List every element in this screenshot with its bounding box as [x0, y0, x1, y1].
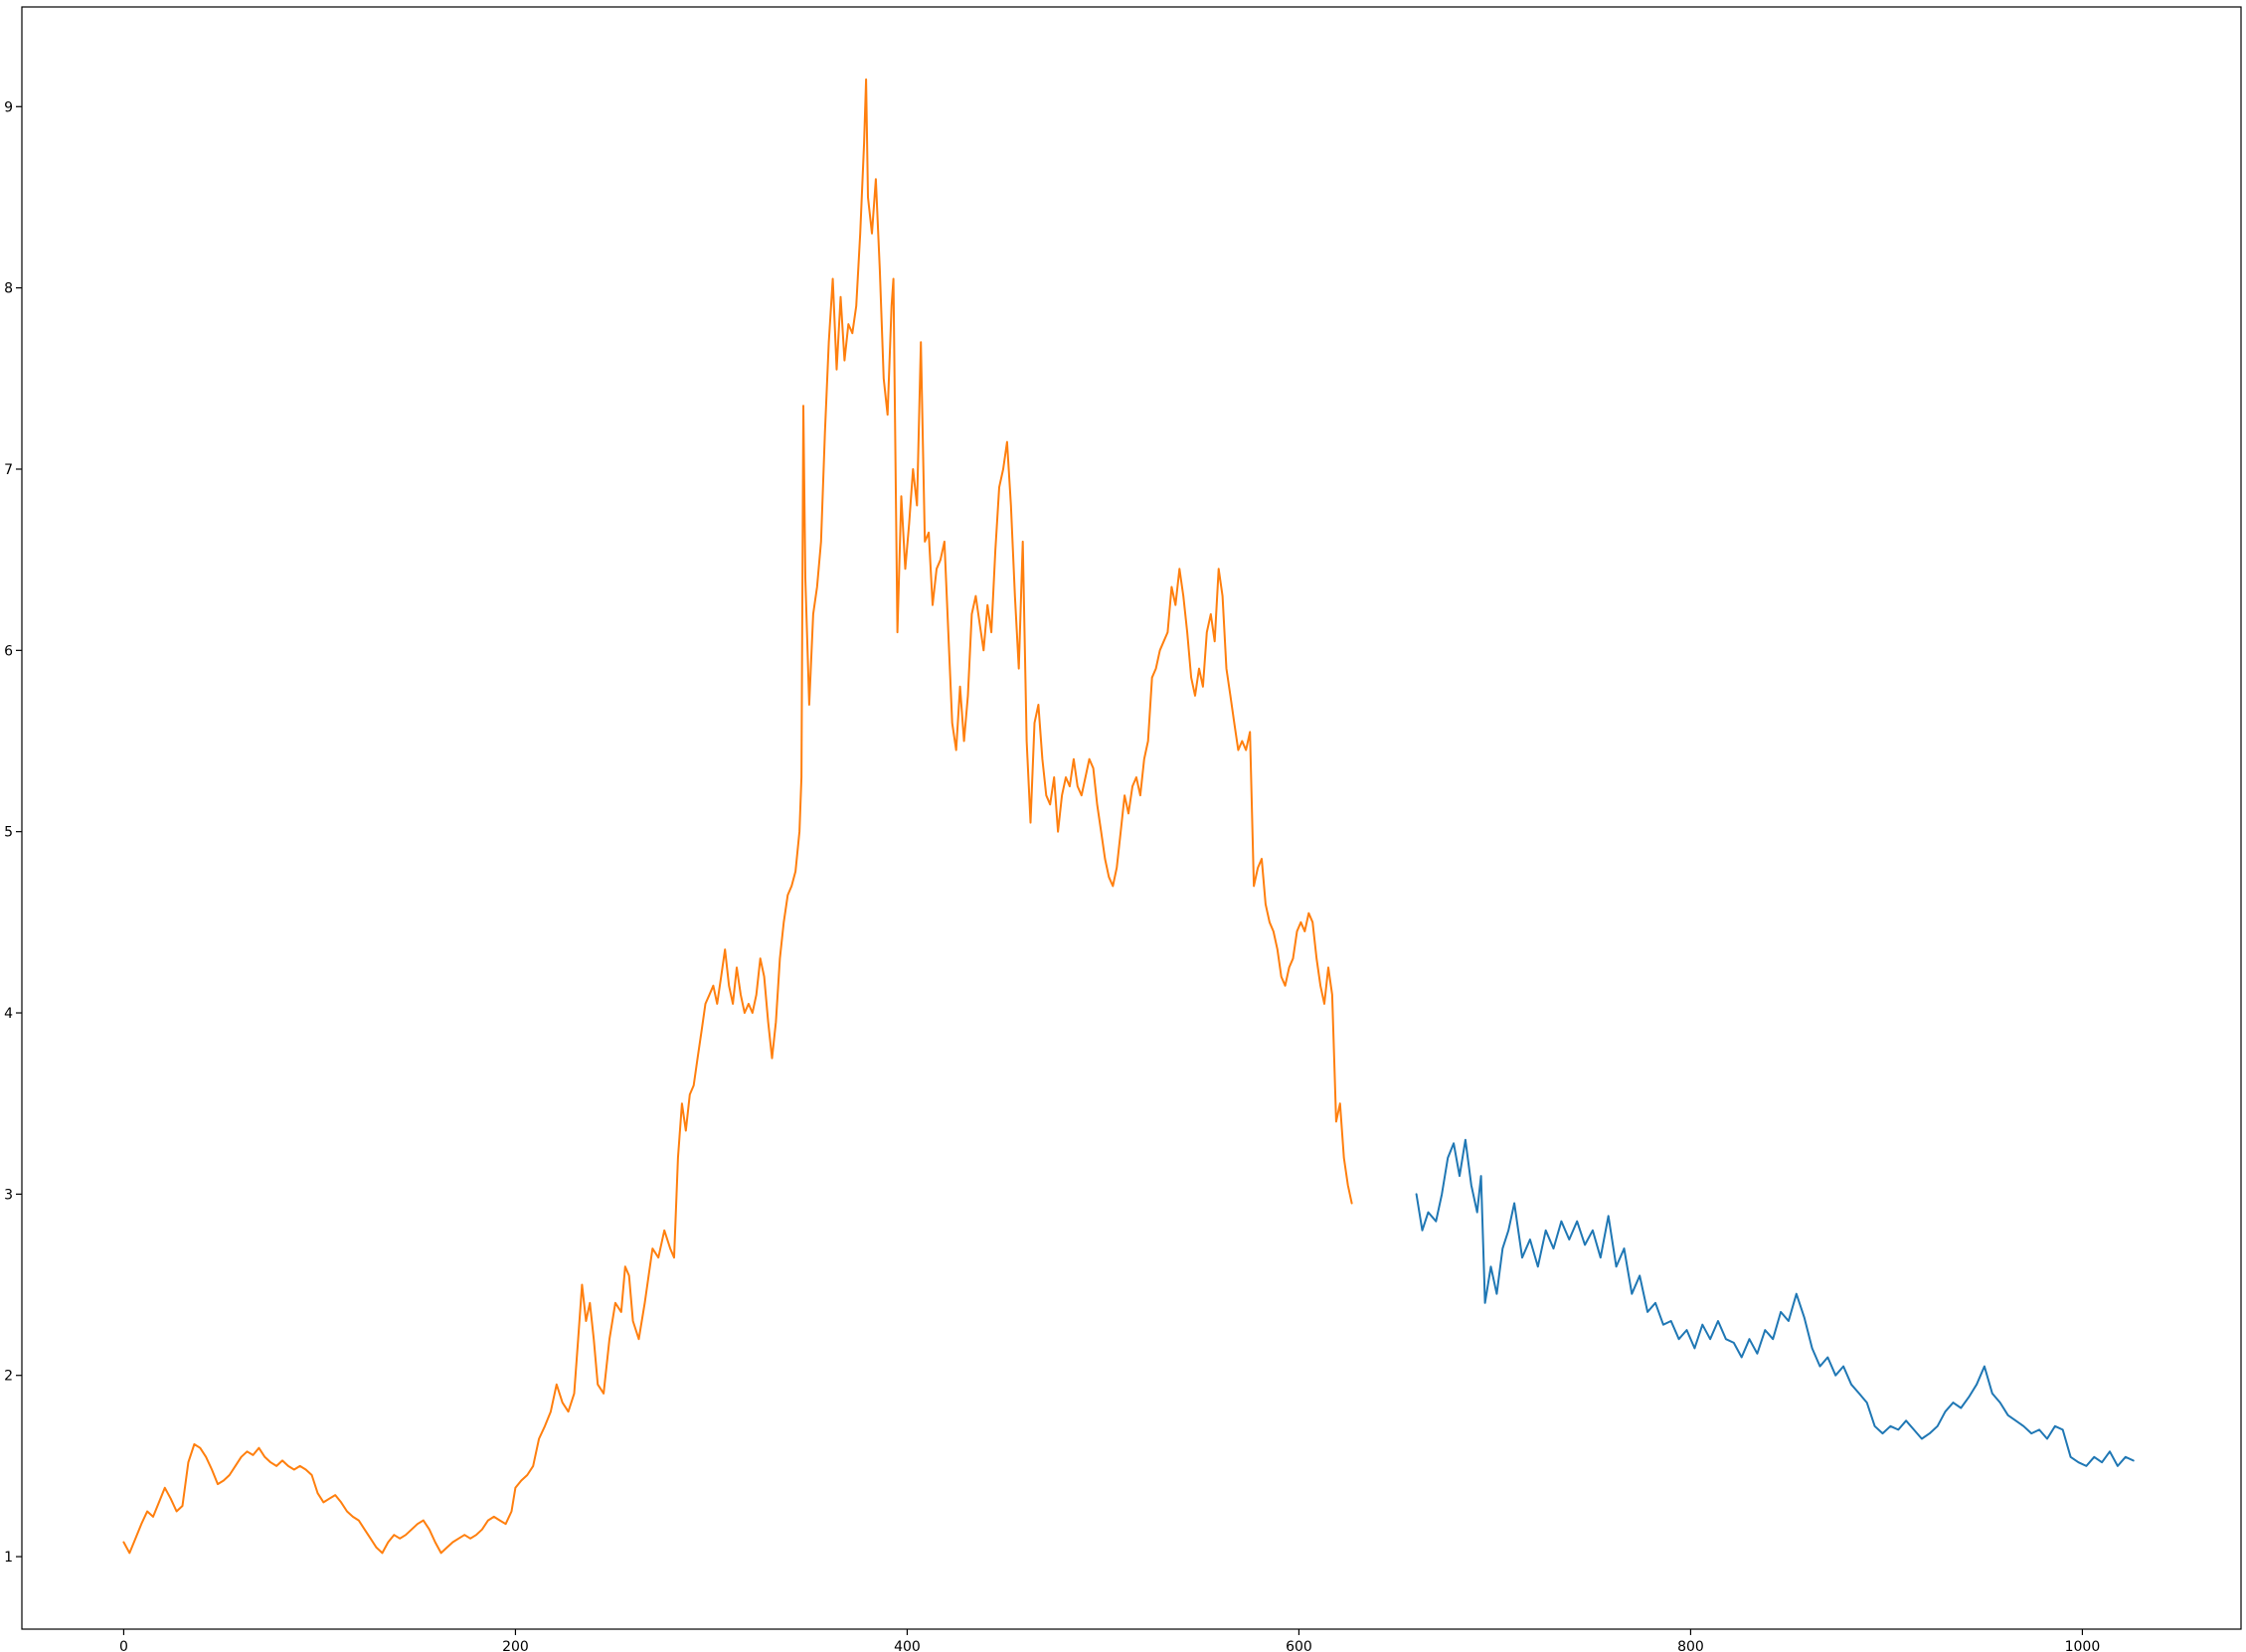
y-tick-label: 3 [4, 1187, 13, 1203]
y-tick-label: 7 [4, 462, 13, 478]
series-line-2 [122, 78, 1353, 1555]
y-tick-label: 4 [4, 1006, 13, 1022]
y-tick-label: 9 [4, 99, 13, 115]
y-tick-label: 6 [4, 643, 13, 659]
plot-area [122, 78, 2135, 1555]
y-tick-label: 8 [4, 281, 13, 297]
x-tick-label: 400 [894, 1639, 921, 1652]
axes-frame [21, 6, 2242, 1630]
series-line-1 [1415, 1138, 2135, 1467]
x-tick-label: 800 [1677, 1639, 1704, 1652]
x-tick-label: 200 [502, 1639, 529, 1652]
x-axis: 0 200 400 600 800 1000 [119, 1629, 2100, 1652]
y-axis: 1 2 3 4 5 6 7 8 9 [4, 99, 22, 1566]
y-tick-label: 1 [4, 1550, 13, 1566]
y-tick-label: 2 [4, 1369, 13, 1385]
x-tick-label: 0 [119, 1639, 128, 1652]
x-tick-label: 1000 [2065, 1639, 2101, 1652]
y-tick-label: 5 [4, 825, 13, 841]
x-tick-label: 600 [1286, 1639, 1312, 1652]
